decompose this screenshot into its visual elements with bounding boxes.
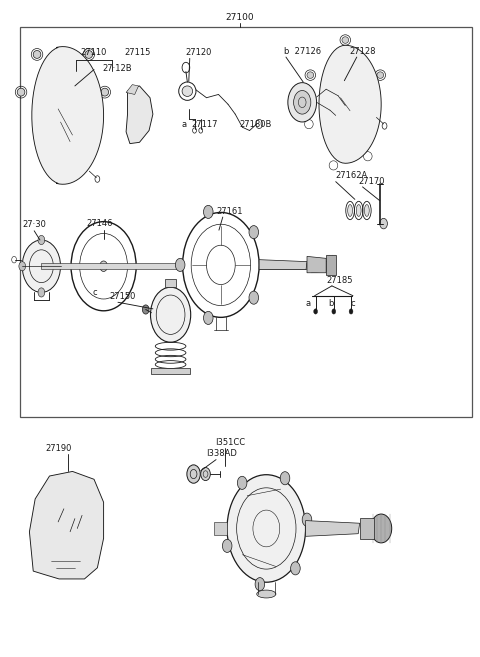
Circle shape (22, 240, 60, 292)
Text: 27128: 27128 (349, 47, 376, 56)
Polygon shape (126, 86, 153, 144)
Polygon shape (319, 45, 381, 164)
Polygon shape (165, 279, 176, 287)
Circle shape (237, 476, 247, 489)
Text: I338AD: I338AD (206, 449, 238, 459)
Polygon shape (29, 472, 104, 579)
Ellipse shape (377, 72, 384, 78)
Circle shape (187, 465, 200, 484)
Polygon shape (259, 260, 307, 269)
Text: 27162A: 27162A (336, 171, 368, 180)
Bar (20, 27, 472, 417)
Circle shape (302, 513, 312, 526)
Text: 27190: 27190 (46, 444, 72, 453)
Circle shape (38, 288, 45, 297)
Ellipse shape (342, 37, 348, 43)
Circle shape (71, 221, 136, 311)
Ellipse shape (356, 204, 361, 216)
Text: 27185: 27185 (326, 275, 353, 284)
Text: 27110: 27110 (81, 48, 107, 57)
Circle shape (249, 225, 259, 238)
Text: 27117: 27117 (191, 120, 218, 129)
Text: 27120: 27120 (185, 48, 211, 57)
Polygon shape (126, 85, 139, 95)
Circle shape (175, 258, 185, 271)
Ellipse shape (348, 204, 352, 216)
Polygon shape (152, 369, 190, 374)
Text: 27100: 27100 (226, 12, 254, 22)
Circle shape (19, 261, 25, 271)
Circle shape (100, 261, 108, 271)
Circle shape (288, 83, 317, 122)
Ellipse shape (307, 72, 313, 78)
Circle shape (227, 475, 306, 582)
Circle shape (332, 309, 336, 314)
Circle shape (201, 468, 210, 481)
Ellipse shape (101, 88, 108, 96)
Circle shape (38, 235, 45, 244)
Text: b: b (328, 298, 334, 307)
Text: 27·30: 27·30 (23, 220, 47, 229)
Circle shape (143, 305, 149, 314)
Ellipse shape (380, 218, 387, 229)
Circle shape (314, 309, 318, 314)
Text: c: c (93, 288, 97, 297)
Text: 27180B: 27180B (239, 120, 271, 129)
Text: I351CC: I351CC (215, 438, 245, 447)
Polygon shape (360, 518, 374, 539)
Circle shape (280, 472, 290, 485)
Ellipse shape (17, 88, 25, 96)
Text: 27150: 27150 (110, 292, 136, 301)
Circle shape (204, 206, 213, 219)
Polygon shape (307, 256, 326, 273)
Text: 27·12B: 27·12B (102, 64, 132, 73)
Text: 27146: 27146 (87, 219, 113, 227)
Circle shape (349, 309, 353, 314)
Text: c: c (350, 298, 355, 307)
Polygon shape (306, 520, 360, 536)
Text: 27170: 27170 (359, 177, 385, 185)
Circle shape (222, 539, 232, 553)
Circle shape (151, 287, 191, 342)
Text: a: a (181, 120, 187, 129)
Polygon shape (214, 522, 227, 535)
Text: a: a (306, 298, 311, 307)
Circle shape (294, 91, 311, 114)
Polygon shape (326, 255, 336, 275)
Ellipse shape (85, 51, 93, 58)
Polygon shape (312, 260, 328, 273)
Circle shape (204, 311, 213, 325)
Ellipse shape (364, 204, 369, 216)
Circle shape (182, 212, 259, 317)
Circle shape (249, 291, 259, 304)
Ellipse shape (182, 86, 192, 97)
Text: b  27126: b 27126 (284, 47, 321, 56)
Circle shape (371, 514, 392, 543)
Ellipse shape (257, 590, 276, 598)
Polygon shape (41, 263, 312, 269)
Polygon shape (32, 47, 104, 184)
Text: 27161: 27161 (216, 207, 242, 215)
Circle shape (255, 578, 264, 591)
Text: 27115: 27115 (124, 48, 150, 57)
Circle shape (291, 562, 300, 575)
Ellipse shape (33, 51, 41, 58)
